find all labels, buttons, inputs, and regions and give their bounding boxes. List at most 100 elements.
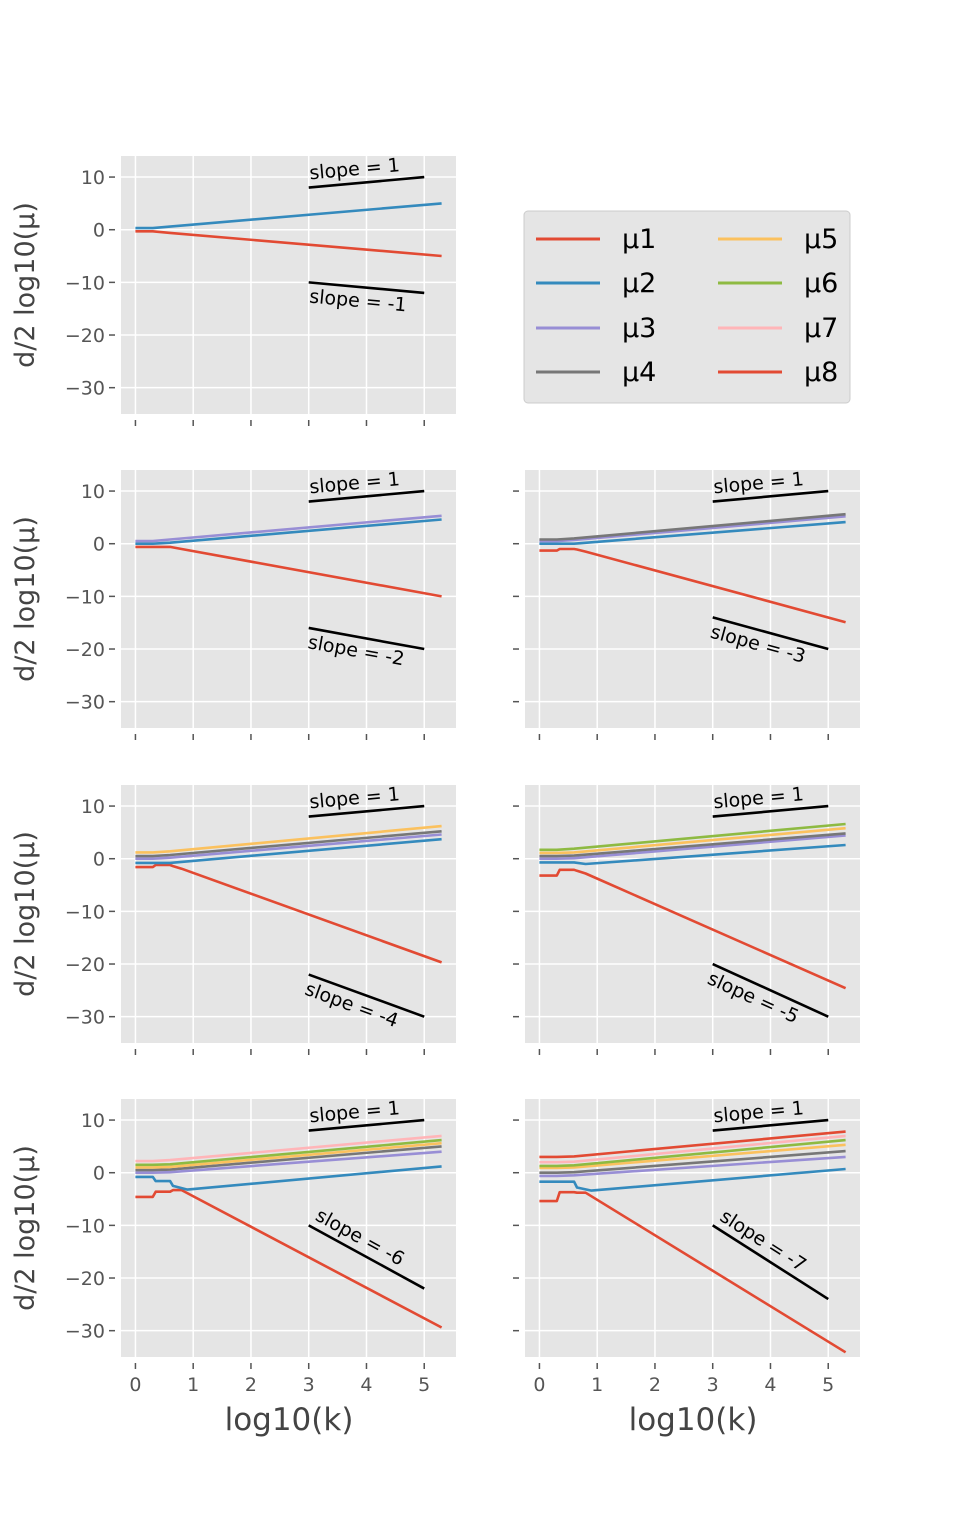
slope-reference-line bbox=[308, 626, 425, 651]
legend-label: μ3 bbox=[622, 313, 656, 344]
series-group bbox=[135, 1134, 443, 1329]
slope-reference-line bbox=[712, 1118, 829, 1132]
series-line-μ1 bbox=[135, 863, 443, 964]
y-axis-label-row4: d/2 log10(μ) bbox=[10, 1145, 41, 1311]
slope-reference-line bbox=[308, 1224, 425, 1290]
series-line-μ6 bbox=[135, 1138, 442, 1167]
legend-label: μ1 bbox=[622, 224, 656, 255]
series-line-μ1 bbox=[135, 1188, 443, 1329]
slope-reference-line bbox=[712, 962, 829, 1018]
y-tick-label: 0 bbox=[93, 1163, 105, 1185]
series-line-μ2 bbox=[135, 837, 442, 865]
series-line-μ2 bbox=[135, 202, 442, 230]
y-axis-label-text: d/2 log10(μ) bbox=[10, 202, 41, 368]
x-tick-label: 0 bbox=[533, 1374, 545, 1396]
series-group bbox=[539, 822, 847, 990]
legend-entry-mu4: μ4 bbox=[536, 357, 656, 388]
series-line-μ6 bbox=[539, 1138, 846, 1168]
x-axis-label-right: log10(k) bbox=[629, 1402, 758, 1438]
y-tick-label: −20 bbox=[65, 1268, 105, 1290]
slope-reference-line bbox=[308, 281, 425, 295]
legend-entry-mu5: μ5 bbox=[718, 224, 838, 255]
legend-entry-mu6: μ6 bbox=[718, 268, 838, 299]
series-line-μ7 bbox=[135, 1134, 442, 1163]
series-line-μ5 bbox=[539, 826, 846, 855]
series-line-μ2 bbox=[135, 1165, 442, 1191]
x-tick-label: 5 bbox=[822, 1374, 834, 1396]
series-line-μ3 bbox=[135, 514, 442, 543]
legend-entry-mu2: μ2 bbox=[536, 268, 656, 299]
y-tick-label: 10 bbox=[81, 481, 105, 503]
plot-area bbox=[121, 785, 456, 1043]
plot-area bbox=[121, 470, 456, 728]
slope-reference-line bbox=[712, 804, 829, 818]
y-tick-label: −10 bbox=[65, 272, 105, 294]
legend-label: μ6 bbox=[804, 268, 838, 299]
y-tick-label: −20 bbox=[65, 325, 105, 347]
x-tick-label: 4 bbox=[360, 1374, 372, 1396]
slope-reference-line bbox=[712, 616, 829, 651]
series-line-μ4 bbox=[135, 1145, 442, 1172]
x-tick-label: 3 bbox=[707, 1374, 719, 1396]
series-group bbox=[539, 512, 846, 624]
series-line-μ5 bbox=[135, 1141, 442, 1169]
series-line-μ3 bbox=[135, 1150, 442, 1174]
slope-reference-line bbox=[308, 804, 425, 818]
series-line-μ7 bbox=[539, 1134, 846, 1164]
y-tick-label: −30 bbox=[65, 378, 105, 400]
series-line-μ2 bbox=[539, 1167, 846, 1192]
y-axis-label-text: d/2 log10(μ) bbox=[10, 1145, 41, 1311]
series-group bbox=[135, 824, 443, 964]
slope-reference-line bbox=[712, 489, 829, 503]
legend: μ1 μ2 μ3 μ4 μ5 μ6 μ7 μ8 bbox=[523, 210, 851, 404]
legend-label: μ7 bbox=[804, 313, 838, 344]
series-line-μ6 bbox=[539, 822, 846, 852]
series-line-μ3 bbox=[539, 1155, 846, 1178]
series-line-μ4 bbox=[539, 1149, 846, 1174]
series-line-μ1 bbox=[135, 230, 442, 258]
slope-reference-line bbox=[308, 489, 425, 503]
series-line-μ4 bbox=[135, 830, 442, 858]
x-tick-label: 4 bbox=[764, 1374, 776, 1396]
y-tick-label: 10 bbox=[81, 167, 105, 189]
y-tick-label: 10 bbox=[81, 796, 105, 818]
legend-entry-mu8: μ8 bbox=[718, 357, 838, 388]
series-group bbox=[135, 514, 442, 598]
x-tick-label: 3 bbox=[303, 1374, 315, 1396]
series-line-μ1 bbox=[539, 868, 847, 990]
legend-label: μ5 bbox=[804, 224, 838, 255]
y-tick-label: −10 bbox=[65, 1215, 105, 1237]
legend-entry-mu1: μ1 bbox=[536, 224, 656, 255]
series-line-μ3 bbox=[539, 834, 846, 861]
y-tick-label: −30 bbox=[65, 1321, 105, 1343]
x-axis-label-left: log10(k) bbox=[225, 1402, 354, 1438]
plot-area bbox=[525, 1099, 860, 1357]
x-tick-label: 1 bbox=[591, 1374, 603, 1396]
legend-entry-mu7: μ7 bbox=[718, 313, 838, 344]
series-group bbox=[135, 202, 442, 258]
series-line-μ4 bbox=[539, 512, 846, 541]
series-line-μ1 bbox=[135, 545, 442, 598]
series-line-μ3 bbox=[135, 833, 442, 861]
x-tick-label: 2 bbox=[649, 1374, 661, 1396]
y-tick-label: −10 bbox=[65, 586, 105, 608]
x-tick-label: 2 bbox=[245, 1374, 257, 1396]
series-group bbox=[539, 1130, 847, 1354]
y-tick-label: −30 bbox=[65, 1007, 105, 1029]
legend-entry-mu3: μ3 bbox=[536, 313, 656, 344]
y-tick-label: 0 bbox=[93, 849, 105, 871]
slope-reference-line bbox=[308, 973, 425, 1018]
series-line-μ2 bbox=[135, 518, 442, 546]
plot-area bbox=[121, 1099, 456, 1357]
series-line-μ2 bbox=[539, 843, 846, 866]
x-tick-label: 5 bbox=[418, 1374, 430, 1396]
